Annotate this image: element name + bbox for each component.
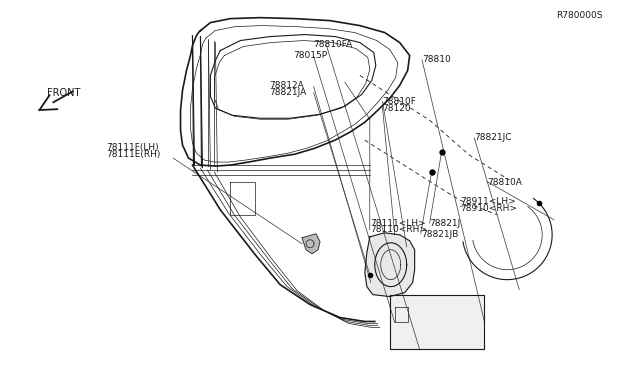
Text: 78821J: 78821J xyxy=(429,219,461,228)
Text: 78111F(LH): 78111F(LH) xyxy=(106,143,159,152)
Text: 78015P: 78015P xyxy=(293,51,327,60)
Text: 78810FA: 78810FA xyxy=(314,40,353,49)
Text: R780000S: R780000S xyxy=(556,11,602,20)
Text: 78111<LH>: 78111<LH> xyxy=(370,219,426,228)
Text: 78120: 78120 xyxy=(383,104,411,113)
Polygon shape xyxy=(365,233,415,296)
Text: 78821JA: 78821JA xyxy=(269,88,307,97)
Text: 78111E(RH): 78111E(RH) xyxy=(106,150,161,159)
Polygon shape xyxy=(390,295,484,349)
Text: 78821JC: 78821JC xyxy=(474,133,512,142)
Text: 78810F: 78810F xyxy=(383,97,417,106)
Text: 78810: 78810 xyxy=(422,55,451,64)
Text: 78812A: 78812A xyxy=(269,81,304,90)
Text: 78810A: 78810A xyxy=(487,178,522,187)
Text: 78821JB: 78821JB xyxy=(420,230,458,240)
Text: 78911<LH>: 78911<LH> xyxy=(460,197,516,206)
Polygon shape xyxy=(302,234,320,254)
Text: 78110<RH>: 78110<RH> xyxy=(370,225,427,234)
Text: 78910<RH>: 78910<RH> xyxy=(460,204,517,213)
Text: FRONT: FRONT xyxy=(47,87,81,97)
